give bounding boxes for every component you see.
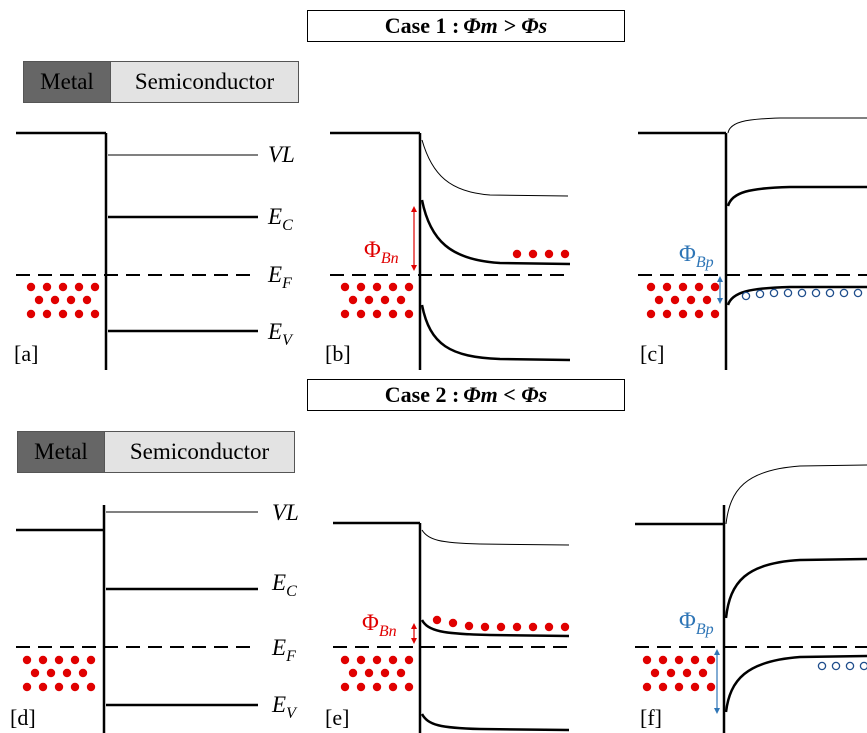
semiconductor-vacuum-level [727, 117, 867, 134]
legend-semiconductor-swatch: Semiconductor [105, 432, 294, 472]
legend-semiconductor-swatch: Semiconductor [111, 62, 298, 102]
conduction-band [726, 185, 867, 207]
panel-e-semiconductor-electrons [432, 615, 570, 632]
valence-band [420, 304, 571, 362]
legend-metal-swatch: Metal [24, 62, 111, 102]
valence-band [724, 654, 867, 713]
barrier-n-label: ΦBn [362, 610, 397, 640]
legend-metal-label: Metal [40, 69, 94, 94]
ec-label: EC [267, 204, 293, 234]
ec-label: EC [271, 570, 297, 600]
panel-b [330, 131, 571, 370]
legend-metal-swatch: Metal [18, 432, 105, 472]
legend-metal-label: Metal [34, 439, 88, 464]
ev-label: EV [267, 319, 294, 349]
barrier-n-label: ΦBn [364, 237, 399, 267]
panel-a-label: [a] [14, 341, 38, 366]
case-1-formula: Φm > Φs [463, 13, 548, 38]
ev-label: EV [271, 692, 298, 722]
panel-a-metal-electrons [26, 282, 100, 319]
panel-c-metal-electrons [646, 282, 720, 319]
panel-c-label: [c] [640, 341, 664, 366]
panel-d-metal-electrons [22, 655, 96, 692]
barrier-p-label: ΦBp [679, 608, 714, 638]
panel-e-label: [e] [325, 705, 349, 730]
panel-b-metal-electrons [340, 282, 414, 319]
case-2-header: Case 2 : Φm < Φs [307, 379, 625, 411]
case-1-label: Case 1 : [384, 13, 460, 38]
panel-d [16, 505, 258, 733]
panel-b-semiconductor-electrons [512, 249, 570, 259]
panel-e [333, 521, 570, 733]
semiconductor-vacuum-level [421, 139, 569, 197]
vl-label: VL [268, 142, 295, 167]
legend-semiconductor-label: Semiconductor [129, 439, 270, 464]
panel-f-label: [f] [640, 705, 662, 730]
legend-semiconductor-label: Semiconductor [134, 69, 275, 94]
panel-c-holes [741, 288, 863, 301]
valence-band [726, 285, 867, 306]
barrier-p-label: ΦBp [679, 241, 714, 271]
vl-label: VL [272, 500, 299, 525]
ef-label: EF [267, 262, 292, 292]
semiconductor-vacuum-level [421, 529, 570, 546]
panel-f [635, 464, 867, 733]
case-1-header: Case 1 : Φm > Φs [307, 10, 625, 42]
panel-d-label: [d] [10, 705, 36, 730]
ef-label: EF [271, 635, 296, 665]
conduction-band [420, 619, 570, 638]
panel-e-metal-electrons [340, 655, 414, 692]
conduction-band [420, 199, 571, 266]
legend-case-1: Metal Semiconductor [23, 61, 299, 103]
case-2-label: Case 2 : [384, 382, 460, 407]
panel-f-holes [817, 661, 867, 671]
legend-case-2: Metal Semiconductor [17, 431, 295, 473]
case-2-formula: Φm < Φs [463, 382, 548, 407]
panel-b-label: [b] [325, 341, 351, 366]
semiconductor-vacuum-level [725, 464, 867, 525]
valence-band [420, 713, 570, 732]
panel-f-metal-electrons [642, 655, 716, 692]
panel-c [638, 117, 867, 370]
panel-a [16, 131, 258, 370]
conduction-band [724, 557, 867, 619]
